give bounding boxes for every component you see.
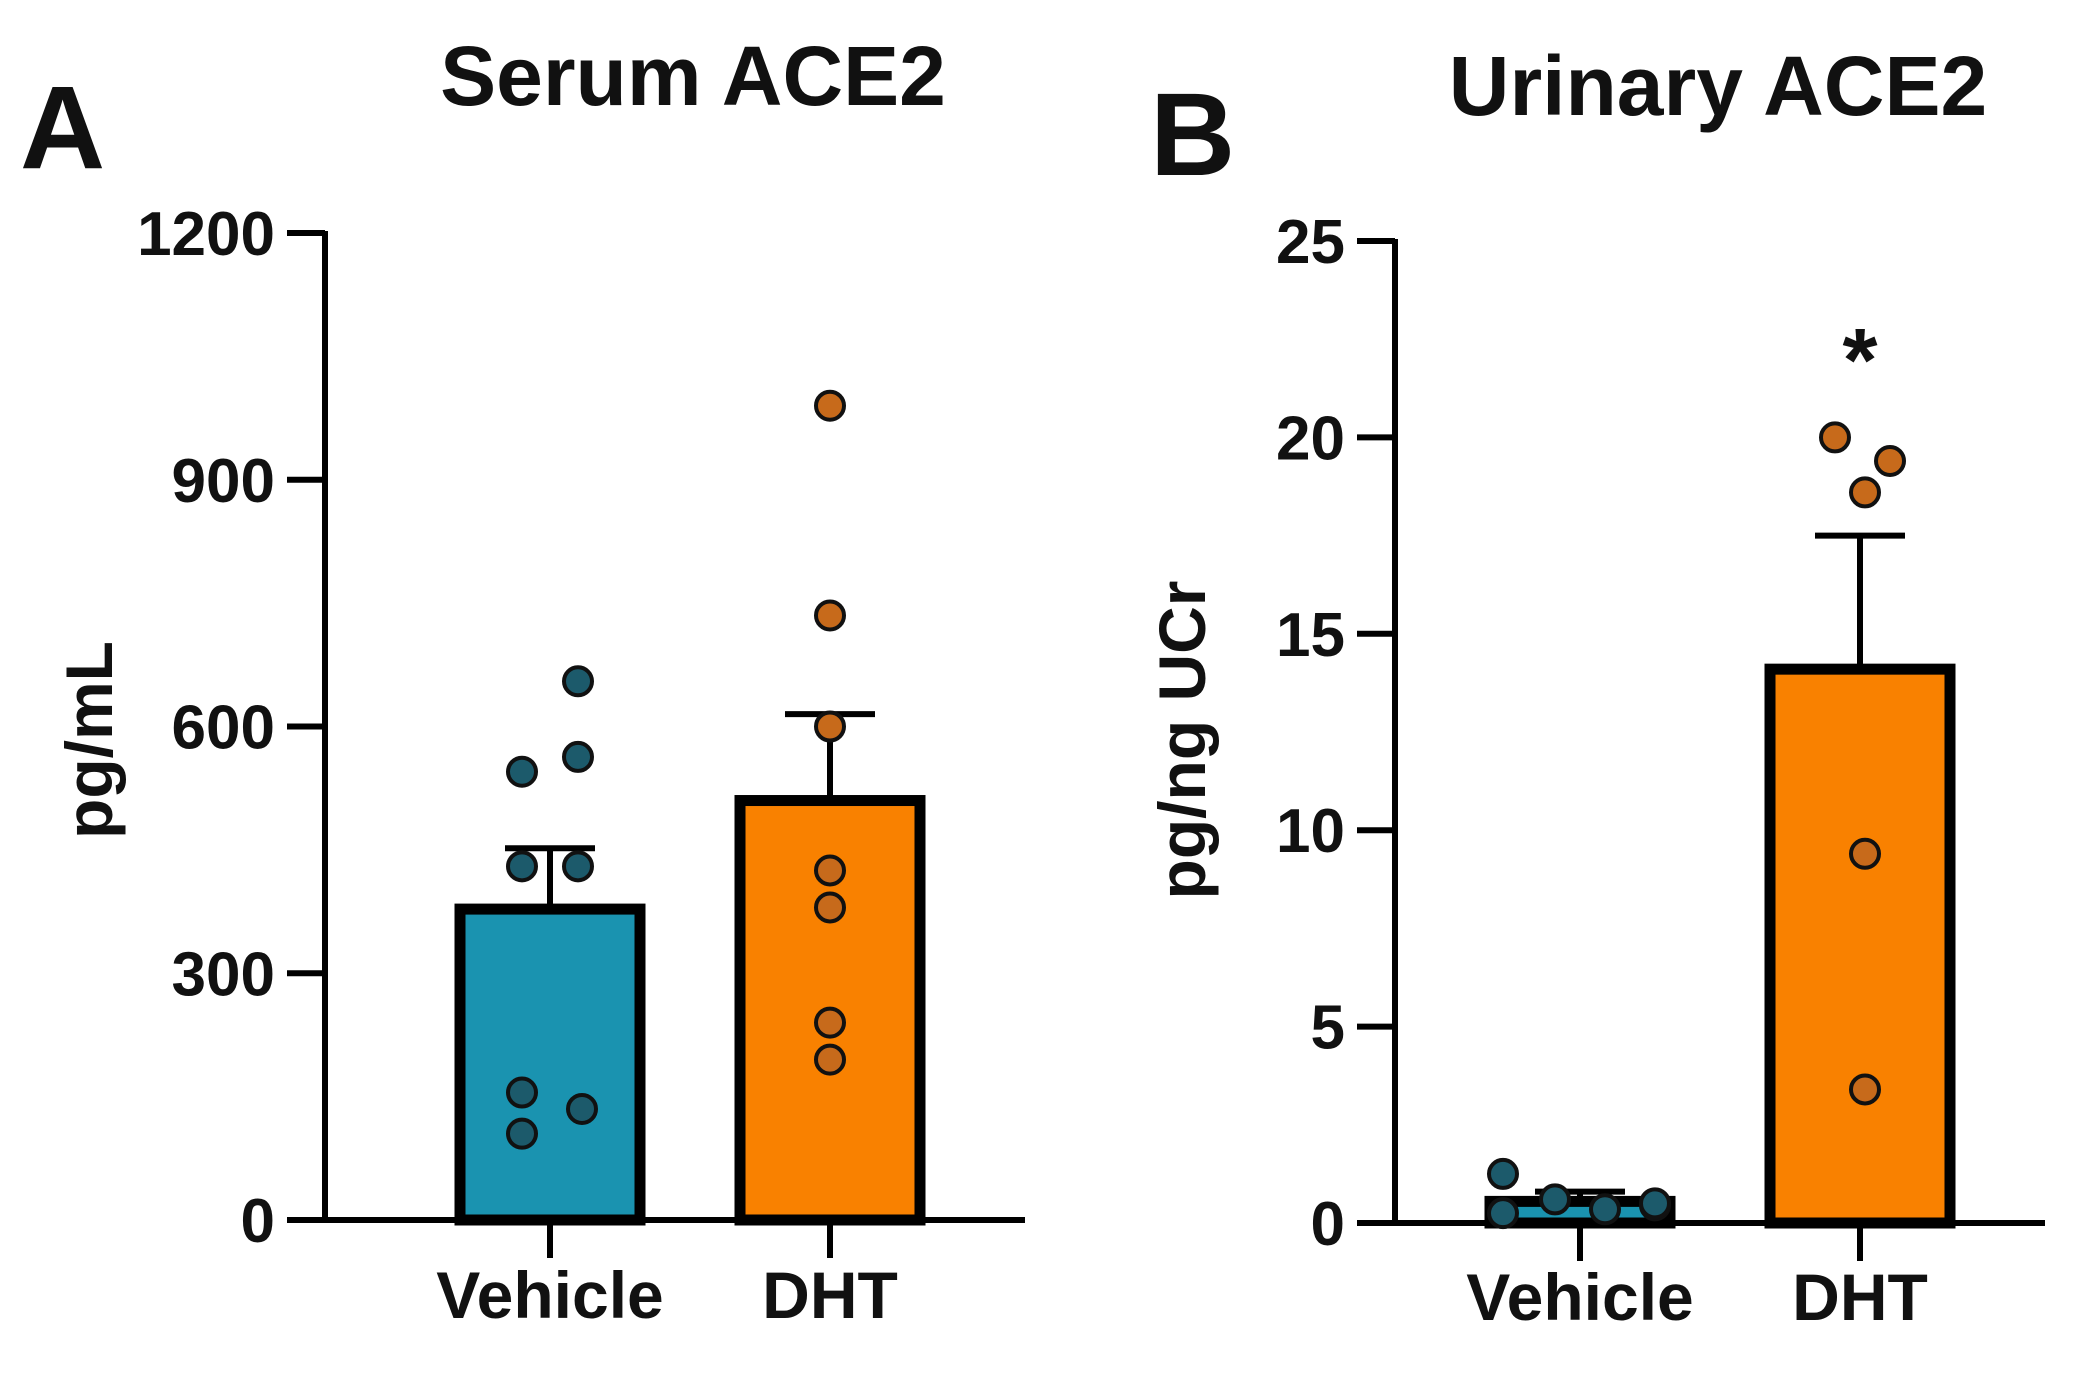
y-axis-label-a: pg/mL: [52, 641, 126, 839]
data-point-a-1-1: [814, 599, 846, 632]
data-point-b-1-1: [1874, 444, 1906, 477]
data-point-a-1-0: [814, 389, 846, 422]
plot-area-a: 0 300 600 900 1200 Vehicle DHT: [137, 200, 1025, 1332]
data-point-b-0-5: [1639, 1187, 1671, 1220]
bar-a-0: [454, 903, 646, 1226]
y-tick-label-b-3: 15: [1276, 601, 1345, 670]
data-point-a-1-5: [814, 1006, 846, 1039]
data-point-a-0-2: [562, 740, 594, 773]
data-point-b-0-4: [1589, 1193, 1621, 1226]
panel-b: B Urinary ACE2 pg/ng UCr 0 5 10 15 20 25 Vehic…: [1145, 39, 2045, 1334]
data-point-a-1-4: [814, 891, 846, 924]
data-point-a-1-3: [814, 854, 846, 887]
data-point-a-0-1: [506, 755, 538, 788]
data-point-a-1-6: [814, 1043, 846, 1076]
significance-marker-b-1: *: [1842, 311, 1877, 411]
data-point-a-0-0: [562, 665, 594, 698]
y-tick-label-a-4: 1200: [137, 200, 275, 269]
data-point-b-1-0: [1819, 421, 1851, 454]
data-point-b-0-0: [1487, 1157, 1519, 1190]
data-point-a-1-2: [814, 710, 846, 743]
data-point-b-1-2: [1849, 476, 1881, 509]
x-tick-label-b-0: Vehicle: [1466, 1260, 1694, 1334]
data-point-b-0-1: [1487, 1197, 1519, 1230]
data-point-b-1-4: [1849, 1073, 1881, 1106]
x-tick-label-a-1: DHT: [762, 1258, 898, 1332]
y-tick-label-b-1: 5: [1311, 994, 1345, 1063]
x-tick-label-a-0: Vehicle: [436, 1258, 664, 1332]
y-axis-label-b: pg/ng UCr: [1145, 581, 1219, 900]
data-point-b-1-3: [1849, 837, 1881, 870]
panel-a: A Serum ACE2 pg/mL 0 300 600 900 1200 Vehicle…: [20, 29, 1025, 1332]
y-tick-label-b-4: 20: [1276, 404, 1345, 473]
plot-area-b: 0 5 10 15 20 25 Vehicle DHT *: [1276, 208, 2045, 1334]
y-tick-label-a-3: 900: [172, 447, 275, 516]
data-point-a-0-5: [506, 1076, 538, 1109]
x-tick-label-b-1: DHT: [1792, 1260, 1928, 1334]
y-tick-label-b-2: 10: [1276, 797, 1345, 866]
data-point-a-0-7: [506, 1117, 538, 1150]
data-point-a-0-4: [562, 850, 594, 883]
chart-title-a: Serum ACE2: [440, 29, 946, 123]
y-tick-label-a-0: 0: [241, 1187, 275, 1256]
y-tick-label-a-2: 600: [172, 694, 275, 763]
chart-title-b: Urinary ACE2: [1449, 39, 1987, 133]
panel-letter-a: A: [20, 62, 105, 194]
bar-b-1: [1764, 663, 1956, 1229]
y-tick-label-b-0: 0: [1311, 1190, 1345, 1259]
data-point-b-0-2: [1539, 1183, 1571, 1216]
data-point-a-0-3: [506, 850, 538, 883]
y-tick-label-b-5: 25: [1276, 208, 1345, 277]
data-point-a-0-6: [566, 1092, 598, 1125]
panel-letter-b: B: [1150, 69, 1235, 201]
y-tick-label-a-1: 300: [172, 940, 275, 1009]
